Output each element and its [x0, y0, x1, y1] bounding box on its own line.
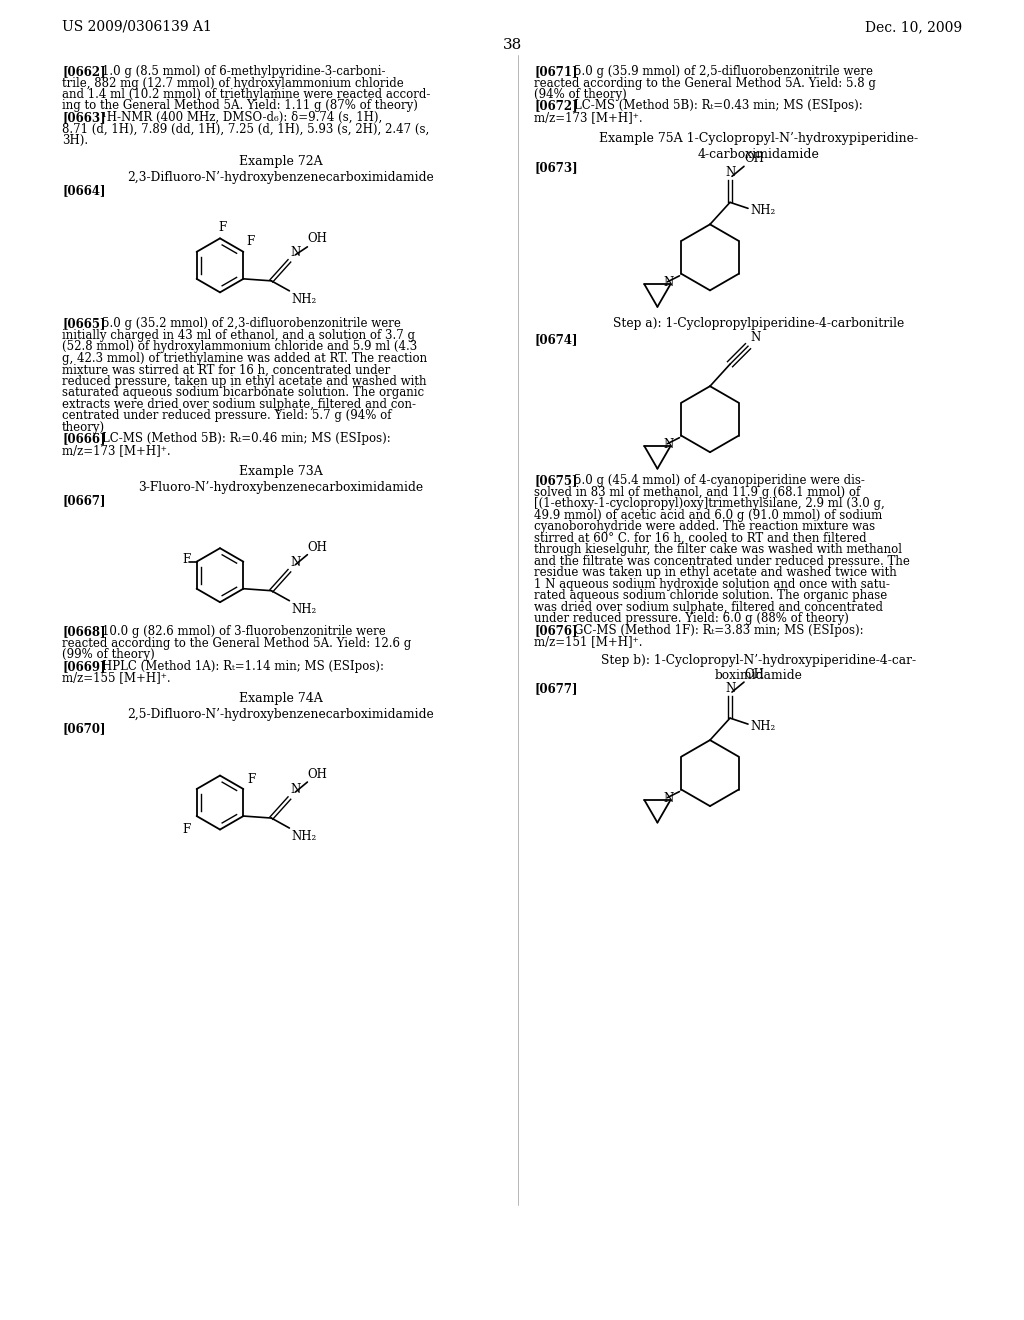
- Text: [0664]: [0664]: [62, 185, 105, 198]
- Text: F: F: [248, 774, 256, 785]
- Text: reacted according to the General Method 5A. Yield: 12.6 g: reacted according to the General Method …: [62, 636, 412, 649]
- Text: Dec. 10, 2009: Dec. 10, 2009: [865, 20, 962, 34]
- Text: [0667]: [0667]: [62, 495, 105, 507]
- Text: cyanoborohydride were added. The reaction mixture was: cyanoborohydride were added. The reactio…: [534, 520, 876, 533]
- Text: [0675]: [0675]: [534, 474, 578, 487]
- Text: Example 72A: Example 72A: [240, 154, 323, 168]
- Text: OH: OH: [744, 152, 764, 165]
- Text: extracts were dried over sodium sulphate, filtered and con-: extracts were dried over sodium sulphate…: [62, 397, 416, 411]
- Text: m/z=173 [M+H]⁺.: m/z=173 [M+H]⁺.: [534, 111, 643, 124]
- Text: [0663]: [0663]: [62, 111, 105, 124]
- Text: [0677]: [0677]: [534, 682, 578, 696]
- Text: Example 74A: Example 74A: [240, 692, 323, 705]
- Text: g, 42.3 mmol) of triethylamine was added at RT. The reaction: g, 42.3 mmol) of triethylamine was added…: [62, 352, 427, 364]
- Text: reacted according to the General Method 5A. Yield: 5.8 g: reacted according to the General Method …: [534, 77, 876, 90]
- Text: 5.0 g (45.4 mmol) of 4-cyanopiperidine were dis-: 5.0 g (45.4 mmol) of 4-cyanopiperidine w…: [574, 474, 865, 487]
- Text: 5.0 g (35.9 mmol) of 2,5-difluorobenzonitrile were: 5.0 g (35.9 mmol) of 2,5-difluorobenzoni…: [574, 65, 873, 78]
- Text: solved in 83 ml of methanol, and 11.9 g (68.1 mmol) of: solved in 83 ml of methanol, and 11.9 g …: [534, 486, 860, 499]
- Text: [0672]: [0672]: [534, 99, 578, 112]
- Text: NH₂: NH₂: [292, 293, 316, 306]
- Text: LC-MS (Method 5B): Rₜ=0.43 min; MS (ESIpos):: LC-MS (Method 5B): Rₜ=0.43 min; MS (ESIp…: [574, 99, 863, 112]
- Text: OH: OH: [744, 668, 764, 681]
- Text: through kieselguhr, the filter cake was washed with methanol: through kieselguhr, the filter cake was …: [534, 544, 902, 556]
- Text: [0666]: [0666]: [62, 433, 105, 445]
- Text: Step b): 1-Cyclopropyl-N’-hydroxypiperidine-4-car-: Step b): 1-Cyclopropyl-N’-hydroxypiperid…: [601, 653, 916, 667]
- Text: residue was taken up in ethyl acetate and washed twice with: residue was taken up in ethyl acetate an…: [534, 566, 897, 579]
- Text: ing to the General Method 5A. Yield: 1.11 g (87% of theory): ing to the General Method 5A. Yield: 1.1…: [62, 99, 418, 112]
- Text: 38: 38: [503, 38, 521, 51]
- Text: OH: OH: [307, 232, 328, 244]
- Text: NH₂: NH₂: [750, 719, 775, 733]
- Text: F: F: [182, 824, 190, 836]
- Text: 1.0 g (8.5 mmol) of 6-methylpyridine-3-carboni-: 1.0 g (8.5 mmol) of 6-methylpyridine-3-c…: [102, 65, 385, 78]
- Text: [0670]: [0670]: [62, 722, 105, 735]
- Text: reduced pressure, taken up in ethyl acetate and washed with: reduced pressure, taken up in ethyl acet…: [62, 375, 427, 388]
- Text: F: F: [218, 222, 226, 235]
- Text: m/z=173 [M+H]⁺.: m/z=173 [M+H]⁺.: [62, 444, 171, 457]
- Text: m/z=151 [M+H]⁺.: m/z=151 [M+H]⁺.: [534, 635, 642, 648]
- Text: HPLC (Method 1A): Rₜ=1.14 min; MS (ESIpos):: HPLC (Method 1A): Rₜ=1.14 min; MS (ESIpo…: [102, 660, 384, 673]
- Text: OH: OH: [307, 541, 328, 553]
- Text: stirred at 60° C. for 16 h, cooled to RT and then filtered: stirred at 60° C. for 16 h, cooled to RT…: [534, 532, 866, 545]
- Text: F: F: [182, 553, 190, 566]
- Text: US 2009/0306139 A1: US 2009/0306139 A1: [62, 20, 212, 34]
- Text: N: N: [291, 246, 301, 259]
- Text: F: F: [247, 235, 255, 248]
- Text: [0673]: [0673]: [534, 161, 578, 174]
- Text: N: N: [664, 792, 674, 805]
- Text: N: N: [291, 556, 301, 569]
- Text: 2,3-Difluoro-N’-hydroxybenzenecarboximidamide: 2,3-Difluoro-N’-hydroxybenzenecarboximid…: [128, 170, 434, 183]
- Text: ¹H-NMR (400 MHz, DMSO-d₆): δ=9.74 (s, 1H),: ¹H-NMR (400 MHz, DMSO-d₆): δ=9.74 (s, 1H…: [102, 111, 382, 124]
- Text: under reduced pressure. Yield: 6.0 g (88% of theory): under reduced pressure. Yield: 6.0 g (88…: [534, 612, 849, 626]
- Text: centrated under reduced pressure. Yield: 5.7 g (94% of: centrated under reduced pressure. Yield:…: [62, 409, 391, 422]
- Text: NH₂: NH₂: [750, 203, 775, 216]
- Text: [0676]: [0676]: [534, 623, 578, 636]
- Text: N: N: [664, 438, 674, 450]
- Text: theory): theory): [62, 421, 105, 434]
- Text: [0665]: [0665]: [62, 317, 105, 330]
- Text: N: N: [725, 682, 735, 696]
- Text: Example 73A: Example 73A: [240, 465, 323, 478]
- Text: 1 N aqueous sodium hydroxide solution and once with satu-: 1 N aqueous sodium hydroxide solution an…: [534, 578, 890, 590]
- Text: N: N: [750, 331, 760, 345]
- Text: (94% of theory): (94% of theory): [534, 88, 627, 102]
- Text: 5.0 g (35.2 mmol) of 2,3-difluorobenzonitrile were: 5.0 g (35.2 mmol) of 2,3-difluorobenzoni…: [102, 317, 400, 330]
- Text: saturated aqueous sodium bicarbonate solution. The organic: saturated aqueous sodium bicarbonate sol…: [62, 387, 424, 400]
- Text: 49.9 mmol) of acetic acid and 6.0 g (91.0 mmol) of sodium: 49.9 mmol) of acetic acid and 6.0 g (91.…: [534, 508, 883, 521]
- Text: [(1-ethoxy-1-cyclopropyl)oxy]trimethylsilane, 2.9 ml (3.0 g,: [(1-ethoxy-1-cyclopropyl)oxy]trimethylsi…: [534, 498, 885, 511]
- Text: 10.0 g (82.6 mmol) of 3-fluorobenzonitrile were: 10.0 g (82.6 mmol) of 3-fluorobenzonitri…: [102, 626, 386, 638]
- Text: NH₂: NH₂: [292, 830, 316, 843]
- Text: N: N: [291, 783, 301, 796]
- Text: LC-MS (Method 5B): Rₜ=0.46 min; MS (ESIpos):: LC-MS (Method 5B): Rₜ=0.46 min; MS (ESIp…: [102, 433, 391, 445]
- Text: 3H).: 3H).: [62, 135, 88, 147]
- Text: N: N: [664, 276, 674, 289]
- Text: was dried over sodium sulphate, filtered and concentrated: was dried over sodium sulphate, filtered…: [534, 601, 883, 614]
- Text: (52.8 mmol) of hydroxylammonium chloride and 5.9 ml (4.3: (52.8 mmol) of hydroxylammonium chloride…: [62, 341, 417, 354]
- Text: [0662]: [0662]: [62, 65, 105, 78]
- Text: GC-MS (Method 1F): Rₜ=3.83 min; MS (ESIpos):: GC-MS (Method 1F): Rₜ=3.83 min; MS (ESIp…: [574, 623, 863, 636]
- Text: trile, 882 mg (12.7 mmol) of hydroxylammonium chloride: trile, 882 mg (12.7 mmol) of hydroxylamm…: [62, 77, 403, 90]
- Text: and the filtrate was concentrated under reduced pressure. The: and the filtrate was concentrated under …: [534, 554, 910, 568]
- Text: OH: OH: [307, 768, 328, 781]
- Text: 4-carboximidamide: 4-carboximidamide: [698, 148, 820, 161]
- Text: and 1.4 ml (10.2 mmol) of triethylamine were reacted accord-: and 1.4 ml (10.2 mmol) of triethylamine …: [62, 88, 430, 102]
- Text: NH₂: NH₂: [292, 603, 316, 615]
- Text: [0668]: [0668]: [62, 626, 105, 638]
- Text: boximidamide: boximidamide: [715, 668, 803, 681]
- Text: 3-Fluoro-N’-hydroxybenzenecarboximidamide: 3-Fluoro-N’-hydroxybenzenecarboximidamid…: [138, 480, 424, 494]
- Text: [0671]: [0671]: [534, 65, 578, 78]
- Text: 2,5-Difluoro-N’-hydroxybenzenecarboximidamide: 2,5-Difluoro-N’-hydroxybenzenecarboximid…: [128, 708, 434, 721]
- Text: (99% of theory): (99% of theory): [62, 648, 155, 661]
- Text: rated aqueous sodium chloride solution. The organic phase: rated aqueous sodium chloride solution. …: [534, 589, 887, 602]
- Text: initially charged in 43 ml of ethanol, and a solution of 3.7 g: initially charged in 43 ml of ethanol, a…: [62, 329, 415, 342]
- Text: [0669]: [0669]: [62, 660, 105, 673]
- Text: Step a): 1-Cyclopropylpiperidine-4-carbonitrile: Step a): 1-Cyclopropylpiperidine-4-carbo…: [613, 317, 904, 330]
- Text: mixture was stirred at RT for 16 h, concentrated under: mixture was stirred at RT for 16 h, conc…: [62, 363, 390, 376]
- Text: Example 75A 1-Cyclopropyl-N’-hydroxypiperidine-: Example 75A 1-Cyclopropyl-N’-hydroxypipe…: [599, 132, 919, 145]
- Text: N: N: [725, 166, 735, 180]
- Text: m/z=155 [M+H]⁺.: m/z=155 [M+H]⁺.: [62, 671, 171, 684]
- Text: [0674]: [0674]: [534, 334, 578, 346]
- Text: 8.71 (d, 1H), 7.89 (dd, 1H), 7.25 (d, 1H), 5.93 (s, 2H), 2.47 (s,: 8.71 (d, 1H), 7.89 (dd, 1H), 7.25 (d, 1H…: [62, 123, 429, 136]
